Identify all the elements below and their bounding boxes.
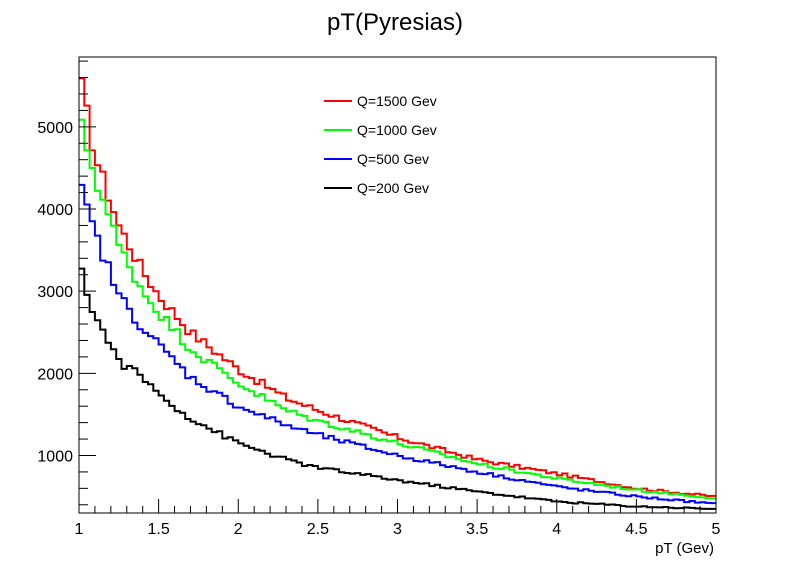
y-tick-label: 5000 [37, 120, 73, 137]
x-tick-label: 5 [712, 521, 721, 538]
x-tick-label: 4.5 [625, 521, 647, 538]
legend-label: Q=200 Gev [357, 180, 429, 196]
series-line-2 [79, 183, 716, 505]
chart-title: pT(Pyresias) [327, 9, 463, 36]
y-tick-label: 3000 [37, 284, 73, 301]
x-tick-label: 1 [75, 521, 84, 538]
y-tick-label: 2000 [37, 366, 73, 383]
x-tick-label: 3 [393, 521, 402, 538]
series-line-3 [79, 267, 716, 510]
legend-label: Q=1000 Gev [357, 122, 437, 138]
x-axis: 1 1.5 2 2.5 3 3.5 4 4.5 5 [75, 499, 721, 538]
series-layer [79, 77, 716, 510]
x-tick-label: 1.5 [148, 521, 170, 538]
x-tick-label: 3.5 [466, 521, 488, 538]
x-tick-label: 4 [552, 521, 561, 538]
x-tick-label: 2 [234, 521, 243, 538]
x-axis-label: pT (Gev) [655, 540, 714, 557]
legend-label: Q=1500 Gev [357, 93, 437, 109]
y-tick-label: 4000 [37, 202, 73, 219]
y-tick-label: 1000 [37, 448, 73, 465]
legend-label: Q=500 Gev [357, 151, 429, 167]
y-axis: 1000 2000 3000 4000 5000 [37, 60, 96, 506]
legend: Q=1500 Gev Q=1000 Gev Q=500 Gev Q=200 Gev [324, 93, 437, 196]
series-line-1 [79, 118, 716, 500]
series-line-0 [79, 77, 716, 497]
x-tick-label: 2.5 [307, 521, 329, 538]
